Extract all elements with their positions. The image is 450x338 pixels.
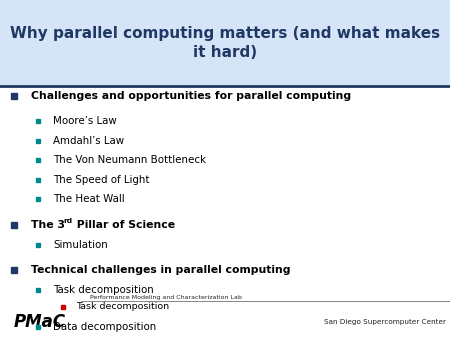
Text: Performance Modeling and Characterization Lab: Performance Modeling and Characterizatio… <box>90 295 242 300</box>
Text: Data decomposition: Data decomposition <box>53 321 156 332</box>
Bar <box>0 0 450 86</box>
Text: Simulation: Simulation <box>53 240 108 250</box>
Text: Moore’s Law: Moore’s Law <box>53 116 117 126</box>
Text: Task decomposition: Task decomposition <box>53 285 154 295</box>
Text: PMaC: PMaC <box>14 313 66 331</box>
Text: Technical challenges in parallel computing: Technical challenges in parallel computi… <box>31 265 290 275</box>
Text: The Von Neumann Bottleneck: The Von Neumann Bottleneck <box>53 155 206 165</box>
Text: Pillar of Science: Pillar of Science <box>73 220 176 230</box>
Text: The Speed of Light: The Speed of Light <box>53 175 149 185</box>
Text: San Diego Supercomputer Center: San Diego Supercomputer Center <box>324 319 446 325</box>
Text: The Heat Wall: The Heat Wall <box>53 194 125 204</box>
Text: Challenges and opportunities for parallel computing: Challenges and opportunities for paralle… <box>31 91 351 101</box>
Text: Task decomposition: Task decomposition <box>76 303 169 311</box>
Text: Amdahl’s Law: Amdahl’s Law <box>53 136 124 146</box>
Text: rd: rd <box>63 218 72 224</box>
Text: The 3: The 3 <box>31 220 65 230</box>
Text: Why parallel computing matters (and what makes
it hard): Why parallel computing matters (and what… <box>10 26 440 60</box>
